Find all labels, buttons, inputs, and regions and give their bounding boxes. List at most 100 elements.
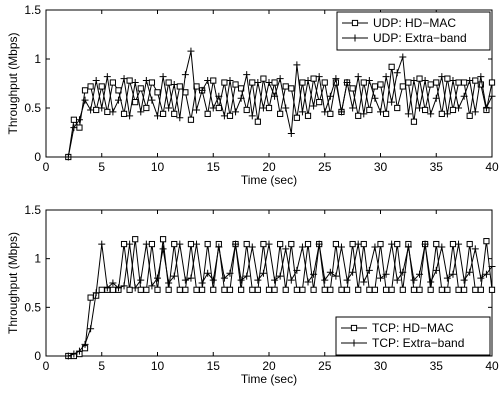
- data-point: [282, 83, 289, 90]
- data-point: [259, 104, 267, 112]
- x-tick-label: 15: [207, 359, 221, 373]
- x-tick-label: 25: [318, 359, 332, 373]
- legend-box: [336, 11, 491, 51]
- data-point: [165, 286, 172, 293]
- data-point: [460, 276, 468, 284]
- data-point: [288, 85, 295, 92]
- data-point: [422, 106, 429, 114]
- data-point: [349, 240, 356, 248]
- data-point: [349, 85, 356, 92]
- x-tick-label: 10: [151, 359, 165, 373]
- data-point: [98, 104, 106, 112]
- data-point: [332, 75, 340, 83]
- x-tick-label: 5: [98, 359, 105, 373]
- data-point: [327, 110, 334, 117]
- data-point: [98, 240, 106, 248]
- data-point: [293, 61, 301, 69]
- data-point: [232, 81, 239, 88]
- data-point: [226, 112, 234, 119]
- data-point: [343, 79, 351, 87]
- data-point: [355, 286, 362, 293]
- data-point: [276, 272, 284, 280]
- data-point: [243, 71, 251, 79]
- data-point: [315, 240, 323, 248]
- data-point: [310, 270, 318, 278]
- data-point: [282, 104, 290, 112]
- data-point: [433, 240, 440, 248]
- data-point: [87, 106, 95, 114]
- data-point: [70, 350, 78, 358]
- data-point: [377, 274, 384, 282]
- chart-panel-2: 0 5 10 15 20 25 30 35 40 0 0.5 1 1.5 Time (sec) Throug…: [6, 203, 499, 386]
- data-point: [477, 81, 484, 88]
- data-point: [220, 274, 228, 282]
- data-point: [254, 276, 262, 284]
- data-point: [176, 83, 183, 90]
- data-point: [449, 240, 457, 248]
- data-point: [276, 75, 284, 83]
- data-point: [204, 77, 212, 85]
- data-point: [304, 240, 312, 248]
- data-point: [371, 286, 379, 293]
- data-point: [271, 276, 279, 284]
- data-point: [148, 96, 156, 104]
- legend-box: [335, 316, 491, 356]
- x-tick-label: 20: [262, 160, 276, 174]
- data-point: [377, 81, 384, 88]
- data-point: [321, 108, 329, 116]
- data-point: [204, 269, 212, 277]
- data-point: [360, 278, 368, 286]
- data-point: [254, 286, 261, 293]
- x-tick-label: 40: [485, 160, 499, 174]
- data-point: [321, 286, 328, 293]
- data-point: [343, 276, 351, 284]
- data-point: [159, 245, 167, 253]
- data-point: [249, 286, 256, 293]
- data-point: [226, 77, 234, 85]
- x-tick-label: 10: [151, 160, 165, 174]
- data-point: [260, 240, 267, 248]
- data-point: [193, 240, 201, 248]
- data-point: [293, 286, 300, 293]
- data-point: [87, 325, 95, 333]
- data-point: [271, 79, 278, 86]
- data-point: [143, 104, 150, 112]
- data-point: [304, 112, 312, 119]
- data-point: [154, 89, 161, 96]
- series-1: [65, 63, 496, 161]
- data-point: [321, 79, 328, 86]
- data-point: [332, 240, 339, 248]
- data-point: [460, 92, 468, 100]
- data-point: [277, 110, 284, 117]
- data-point: [388, 98, 396, 106]
- data-point: [193, 106, 201, 114]
- data-point: [254, 79, 262, 87]
- data-point: [360, 110, 368, 118]
- data-point: [449, 106, 457, 114]
- data-point: [477, 286, 484, 293]
- data-point: [114, 284, 122, 292]
- data-point: [76, 124, 83, 131]
- data-point: [466, 268, 474, 276]
- data-point: [103, 73, 111, 81]
- data-point: [182, 286, 189, 293]
- data-point: [187, 47, 195, 55]
- data-point: [81, 96, 89, 104]
- data-point: [488, 92, 496, 100]
- data-point: [126, 112, 134, 120]
- data-point: [159, 236, 167, 243]
- data-point: [176, 240, 184, 248]
- data-point: [198, 86, 206, 94]
- data-point: [427, 278, 435, 286]
- data-point: [416, 75, 423, 82]
- data-point: [405, 79, 412, 86]
- data-point: [299, 79, 306, 86]
- data-point: [75, 347, 83, 355]
- y-tick-label: 1.5: [24, 3, 41, 17]
- data-point: [416, 104, 424, 112]
- x-tick-label: 5: [98, 160, 105, 174]
- data-point: [455, 79, 462, 86]
- data-point: [438, 73, 446, 81]
- data-point: [282, 286, 289, 293]
